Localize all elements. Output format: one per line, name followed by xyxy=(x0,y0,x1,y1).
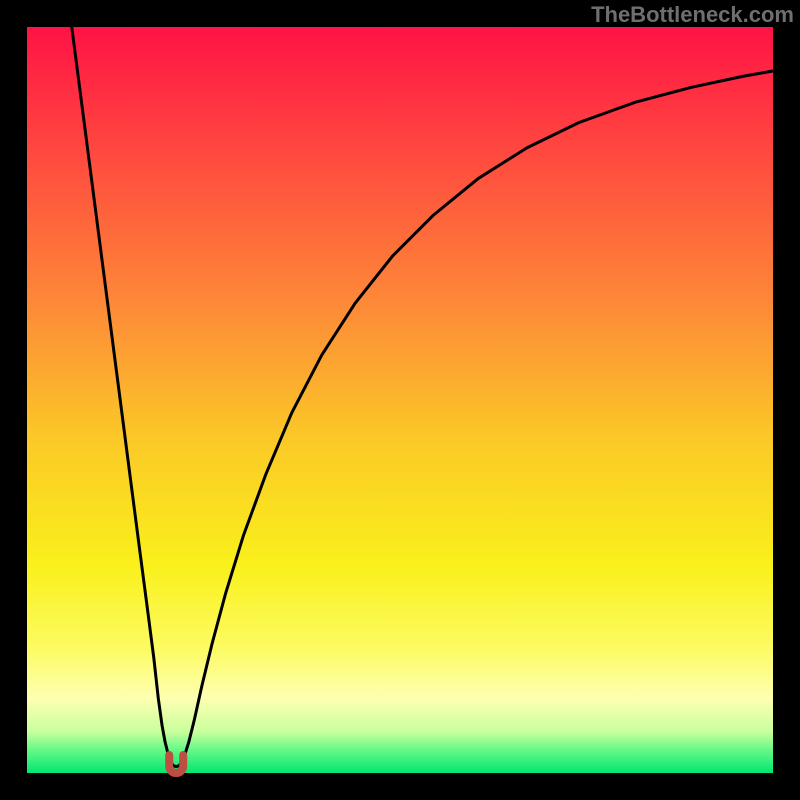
bottleneck-curve xyxy=(72,27,773,767)
watermark-text: TheBottleneck.com xyxy=(591,2,794,28)
bottleneck-curve-svg xyxy=(27,27,773,773)
chart-frame: TheBottleneck.com xyxy=(0,0,800,800)
valley-u-marker xyxy=(169,755,183,773)
plot-area xyxy=(27,27,773,773)
